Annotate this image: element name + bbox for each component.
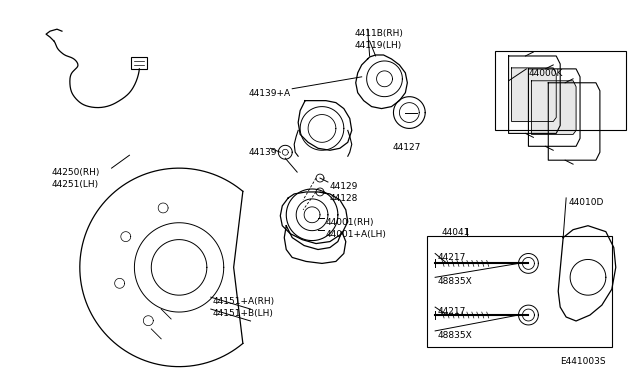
Text: 48835X: 48835X [437, 331, 472, 340]
Bar [495, 51, 626, 131]
Text: 44001(RH): 44001(RH) [326, 218, 374, 227]
Text: 48835X: 48835X [437, 277, 472, 286]
Text: 44251(LH): 44251(LH) [52, 180, 99, 189]
Text: 44217: 44217 [437, 307, 465, 316]
Text: 44217: 44217 [437, 253, 465, 263]
Bar [427, 235, 612, 347]
Text: E441003S: E441003S [560, 357, 606, 366]
Text: 44001+A(LH): 44001+A(LH) [326, 230, 387, 239]
Text: 44139+A: 44139+A [248, 89, 291, 98]
Text: 44128: 44128 [330, 194, 358, 203]
Bar [131, 57, 147, 69]
Text: 44041: 44041 [441, 228, 470, 237]
Text: 44151+A(RH): 44151+A(RH) [213, 297, 275, 306]
Text: 44151+B(LH): 44151+B(LH) [213, 309, 274, 318]
Text: 4411B(RH): 4411B(RH) [355, 29, 404, 38]
Text: 44250(RH): 44250(RH) [52, 168, 100, 177]
Text: 44139: 44139 [248, 148, 277, 157]
Text: 44010D: 44010D [568, 198, 604, 207]
Text: 44127: 44127 [392, 143, 421, 152]
Polygon shape [511, 68, 556, 122]
Text: 44119(LH): 44119(LH) [355, 41, 402, 50]
Text: 44000K: 44000K [529, 69, 563, 78]
Text: 44129: 44129 [330, 182, 358, 191]
Polygon shape [531, 81, 576, 134]
